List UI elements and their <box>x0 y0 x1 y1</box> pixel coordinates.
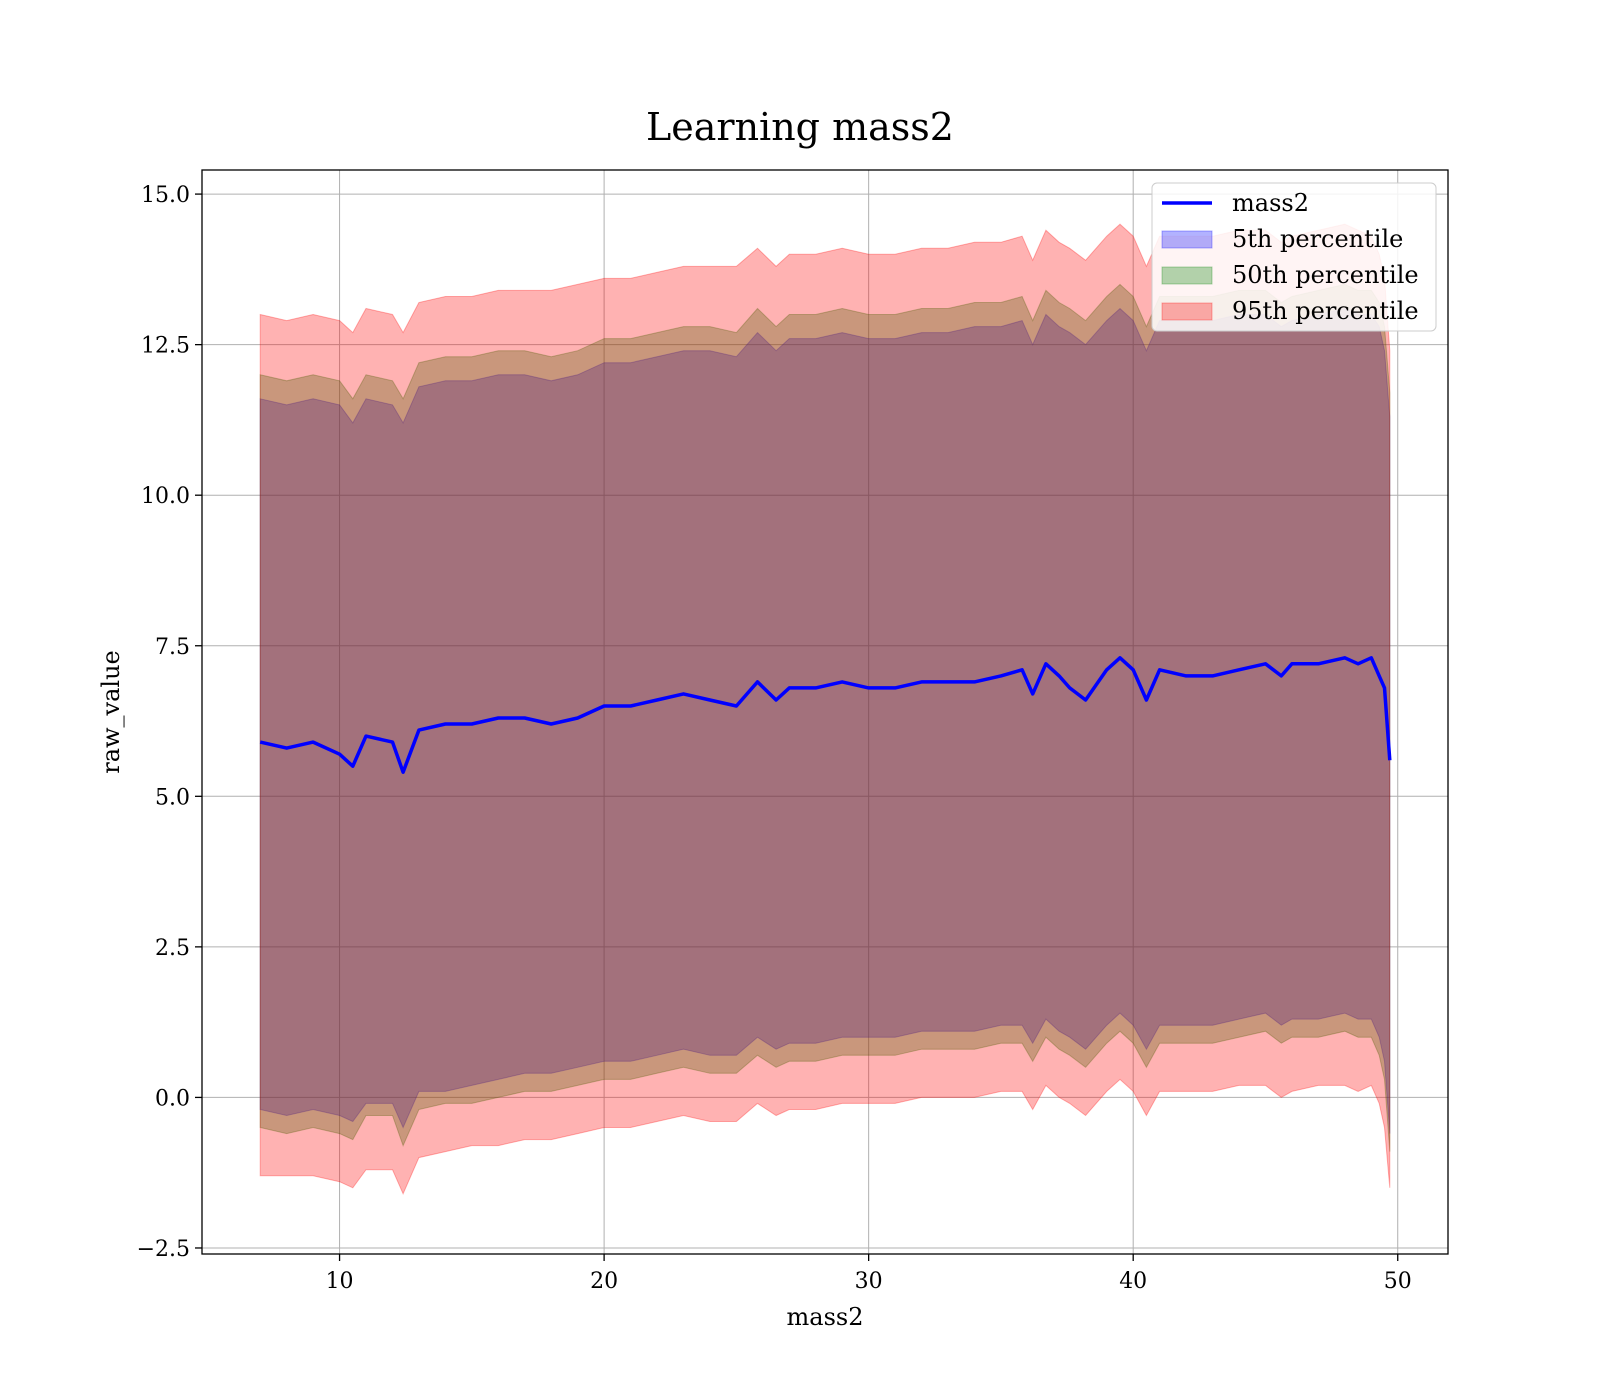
x-axis-label: mass2 <box>787 1303 864 1331</box>
band-50th-percentile <box>259 283 1391 1152</box>
x-tick-label: 20 <box>590 1269 618 1294</box>
y-tick-label: 5.0 <box>155 785 190 810</box>
legend: mass2 5th percentile 50th percentile 95th p… <box>1151 182 1437 332</box>
y-tick-label: 7.5 <box>155 635 190 660</box>
legend-label: 95th percentile <box>1232 297 1419 325</box>
series-lines <box>259 656 1392 774</box>
x-tick-label: 10 <box>326 1269 354 1294</box>
grid-layer <box>202 170 1448 1254</box>
legend-label: 5th percentile <box>1232 225 1403 253</box>
y-tick-label: 0.0 <box>155 1086 190 1111</box>
legend-swatch-patch <box>1161 302 1213 321</box>
x-tick-label: 50 <box>1384 1269 1412 1294</box>
y-axis-label: raw_value <box>97 650 125 774</box>
band-95th-percentile <box>259 223 1391 1196</box>
y-tick-label: 12.5 <box>141 334 190 359</box>
chart-title: Learning mass2 <box>646 105 954 149</box>
percentile-bands <box>259 223 1391 1196</box>
band-5th-percentile <box>259 307 1391 1134</box>
legend-box <box>1151 182 1437 332</box>
y-tick-label: 10.0 <box>141 484 190 509</box>
axis-ticks: 10 20 30 40 50 −2.5 0.0 2.5 5.0 7.5 10.0 12.5 15.0 <box>137 183 1412 1294</box>
legend-label: 50th percentile <box>1232 261 1419 289</box>
y-tick-label: 15.0 <box>141 183 190 208</box>
y-tick-label: 2.5 <box>155 936 190 961</box>
y-tick-label: −2.5 <box>137 1237 190 1262</box>
x-tick-label: 30 <box>855 1269 883 1294</box>
legend-swatch-patch <box>1161 230 1213 249</box>
x-tick-label: 40 <box>1119 1269 1147 1294</box>
legend-label: mass2 <box>1232 189 1309 217</box>
legend-swatch-patch <box>1161 266 1213 285</box>
plot-frame <box>201 169 1449 1255</box>
series-line-mass2 <box>259 656 1392 774</box>
